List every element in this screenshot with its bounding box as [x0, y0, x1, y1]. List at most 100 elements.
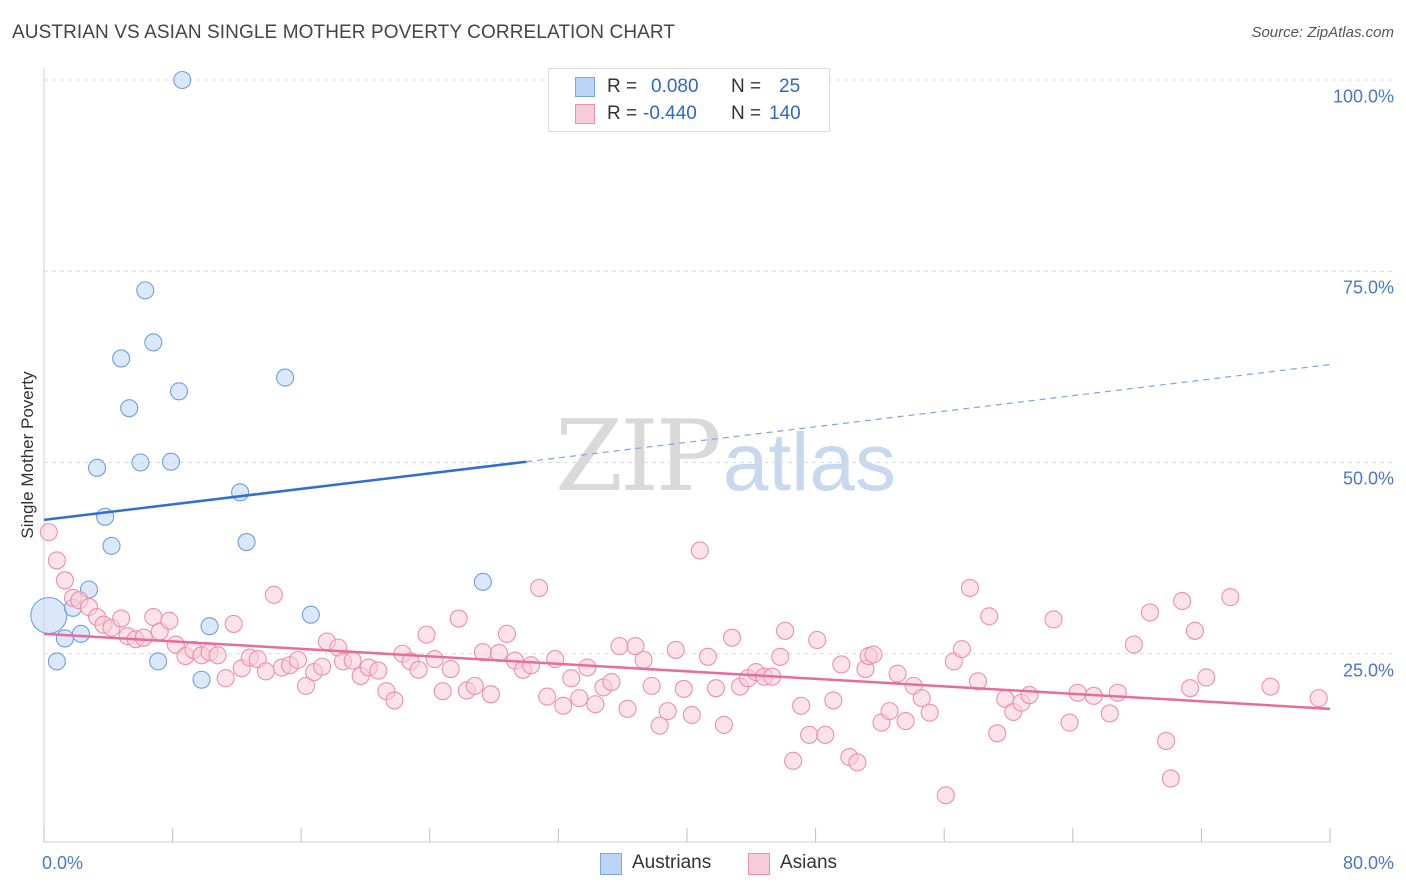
asians-point — [449, 609, 468, 628]
asians-point — [602, 673, 621, 692]
austrians-point — [136, 281, 155, 300]
asians-point — [216, 669, 235, 688]
asians-point — [674, 679, 693, 698]
austrians-point — [131, 453, 150, 472]
austrians-point — [473, 572, 492, 591]
asians-point — [522, 656, 541, 675]
asians-point — [848, 753, 867, 772]
austrians-point — [301, 605, 320, 624]
asians-point — [417, 625, 436, 644]
austrians-point — [102, 536, 121, 555]
asians-point — [465, 676, 484, 695]
asians-point — [832, 655, 851, 674]
asians-point — [634, 650, 653, 669]
austrians-n-value: 25 — [779, 76, 801, 97]
y-axis-label: Single Mother Poverty — [18, 371, 37, 539]
austrians-point — [112, 349, 131, 368]
asians-point — [808, 630, 827, 650]
asians-point — [55, 571, 74, 590]
austrians-point — [71, 624, 91, 643]
asians-point — [864, 645, 883, 664]
asians-point — [425, 650, 444, 669]
series-austrians — [30, 70, 492, 689]
asians-point — [112, 609, 131, 628]
asians-n-value: 140 — [769, 103, 801, 124]
austrians-point — [87, 458, 107, 477]
austrians-trend-extension — [526, 363, 1331, 463]
y-tick-label-50: 50.0% — [1342, 468, 1394, 489]
asians-point — [1309, 689, 1328, 708]
asians-point — [1140, 603, 1160, 622]
austrians-point — [144, 333, 163, 352]
austrians-point — [120, 399, 139, 418]
austrians-point — [161, 452, 181, 471]
asians-point — [690, 541, 709, 560]
asians-point — [936, 786, 955, 805]
x-tick-label-max: 80.0% — [1342, 853, 1394, 873]
austrians-point — [200, 617, 219, 636]
asians-point — [578, 658, 597, 677]
asians-point — [722, 628, 742, 647]
grid-lines — [44, 79, 1394, 655]
asians-point — [160, 611, 179, 630]
asians-point — [554, 696, 573, 715]
asians-r-value: -0.440 — [643, 103, 697, 124]
asians-point — [1020, 686, 1039, 705]
asians-point — [1221, 588, 1240, 607]
asians-point — [618, 699, 637, 718]
asians-point — [481, 685, 500, 704]
asians-point — [1197, 668, 1216, 687]
asians-point — [896, 712, 915, 731]
source-label: Source: ZipAtlas.com — [1251, 24, 1394, 41]
asians-point — [824, 691, 843, 710]
asians-point — [1161, 769, 1180, 788]
asians-point — [256, 662, 275, 681]
asians-swatch — [575, 104, 595, 124]
asians-point — [880, 702, 899, 721]
asians-point — [642, 676, 661, 695]
austrians-point — [276, 368, 295, 387]
asians-point — [960, 578, 979, 598]
asians-point — [369, 661, 388, 680]
y-tick-label-25: 25.0% — [1342, 660, 1394, 681]
asians-point — [570, 689, 589, 708]
asians-point — [1185, 621, 1205, 640]
asians-point — [968, 672, 988, 691]
asians-point — [912, 689, 931, 708]
asians-n-label: N = — [731, 103, 762, 124]
asians-point — [658, 702, 677, 721]
legend-asians-label: Asians — [780, 852, 838, 873]
asians-point — [816, 725, 835, 744]
watermark-zip: ZIP — [555, 400, 722, 514]
asians-point — [626, 637, 645, 656]
asians-point — [714, 715, 734, 734]
asians-point — [682, 705, 701, 725]
asians-point — [920, 703, 939, 722]
legend-austrians-label: Austrians — [632, 852, 712, 873]
asians-point — [706, 679, 725, 698]
austrians-point — [149, 652, 168, 671]
axes — [43, 68, 1331, 843]
asians-point — [313, 657, 332, 676]
asians-point — [1181, 679, 1200, 698]
asians-point — [666, 640, 685, 659]
asians-point — [224, 614, 243, 633]
austrians-point — [231, 483, 250, 502]
asians-point — [343, 651, 362, 670]
asians-point — [39, 523, 58, 542]
austrians-n-label: N = — [731, 76, 762, 97]
austrians-point — [237, 533, 256, 552]
asians-point — [800, 725, 819, 744]
asians-point — [650, 716, 669, 735]
austrians-point — [55, 629, 74, 648]
series-asians — [39, 523, 1328, 805]
y-tick-label-100: 100.0% — [1332, 86, 1394, 107]
austrians-swatch — [575, 77, 595, 97]
asians-point — [264, 585, 283, 604]
austrians-point — [192, 670, 211, 689]
asians-point — [288, 650, 308, 669]
asians-point — [586, 695, 605, 714]
asians-r-label: R = — [607, 103, 638, 124]
asians-point — [1108, 683, 1127, 702]
asians-point — [952, 640, 971, 659]
